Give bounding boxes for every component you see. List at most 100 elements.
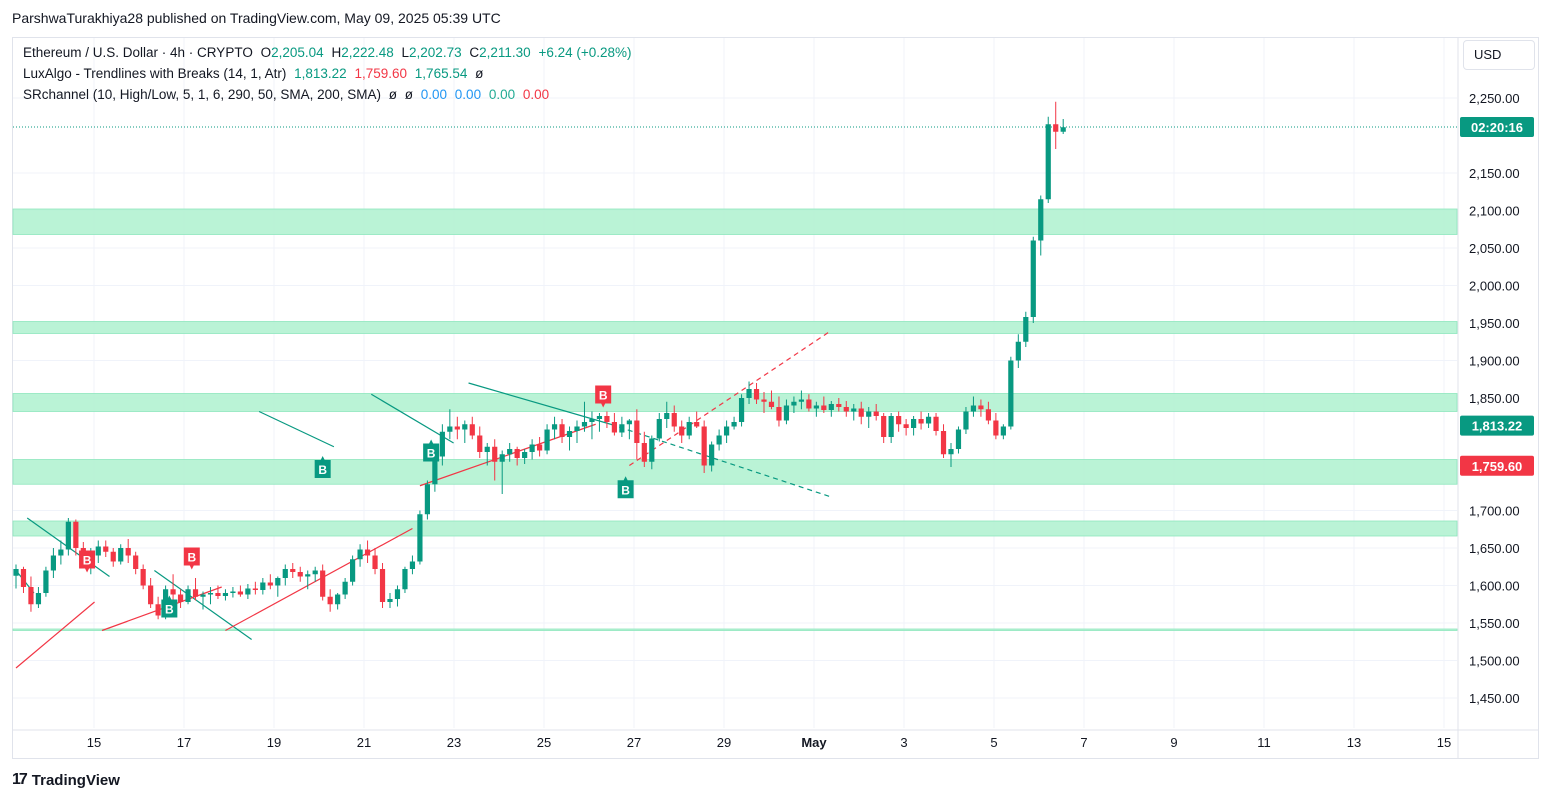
indicator-luxalgo-label: LuxAlgo - Trendlines with Breaks (14, 1,… [23,66,287,81]
price-tag: 1,813.22 [1460,415,1534,436]
candle [454,426,460,430]
y-tick-label: 1,500.00 [1469,654,1520,669]
bearish-break-marker: B [79,550,96,573]
x-tick-label: 19 [267,735,281,750]
candle [731,422,737,427]
candle [783,405,790,421]
candle [507,449,513,455]
candle [641,443,647,462]
currency-button[interactable]: USD [1463,40,1535,70]
candle [35,593,42,605]
luxalgo-value-4: ø [475,66,484,81]
candle [813,405,819,409]
y-tick-label: 2,100.00 [1469,204,1520,219]
legend-row-luxalgo[interactable]: LuxAlgo - Trendlines with Breaks (14, 1,… [23,66,487,81]
candle [484,446,490,452]
trendline [225,527,413,632]
candle [664,413,670,419]
y-tick-label: 1,850.00 [1469,391,1520,406]
candle [462,424,468,430]
candle [985,409,991,421]
candle [312,570,318,575]
candle [1023,317,1029,342]
price-tag-label: 1,759.60 [1472,459,1523,474]
candle [148,585,154,605]
footer-brand[interactable]: 17 TradingView [12,771,120,789]
x-tick-label: 29 [717,735,731,750]
candle [477,435,483,452]
price-tags: 02:20:16 1,813.22 1,759.60 [1460,117,1534,476]
y-tick-label: 1,900.00 [1469,354,1520,369]
candle [709,444,715,466]
ohlc-open: O2,205.04 [260,45,324,60]
ohlc-close: C2,211.30 [469,45,531,60]
candle [634,420,640,443]
candle [50,555,56,571]
candle [896,416,902,425]
marker-label: B [318,463,327,477]
candle [881,416,887,437]
tradingview-logo-icon: 17 [12,771,28,788]
ohlc-low: L2,202.73 [401,45,462,60]
luxalgo-value-1: 1,813.22 [294,66,347,81]
candle [649,438,655,462]
candle [768,401,775,407]
candle [267,582,273,586]
price-change: +6.24 (+0.28%) [538,45,632,60]
candle [671,413,677,427]
legend-row-srchannel[interactable]: SRchannel (10, High/Low, 5, 1, 6, 290, 5… [23,87,553,102]
sr-zones [12,208,1458,631]
candle [866,411,872,417]
candle [911,419,917,428]
candle [1030,240,1036,317]
candle [260,582,266,590]
candle [761,399,767,402]
candle [125,548,131,556]
marker-shape [617,476,634,499]
candle [537,444,543,451]
candle [753,389,760,400]
candle [806,399,812,409]
price-tag-label: 02:20:16 [1471,120,1523,135]
legend-row-symbol[interactable]: Ethereum / U.S. Dollar · 4h · CRYPTO O2,… [23,45,636,60]
luxalgo-value-2: 1,759.60 [354,66,408,81]
candle [417,514,423,562]
candle [798,399,804,402]
candle [95,546,101,556]
candle [297,572,303,577]
candle [1038,199,1044,241]
candle [275,578,281,586]
y-tick-label: 2,250.00 [1469,91,1520,106]
candle [387,599,393,602]
x-tick-label: 7 [1080,735,1087,750]
time-axis: 15 17 19 21 23 25 27 29 May 3 5 7 9 11 13 15 [87,735,1451,750]
candle [993,420,999,436]
x-tick-label: May [801,735,827,750]
candle [656,419,662,439]
candle [424,484,430,515]
marker-shape [183,547,200,570]
candle [439,431,445,457]
marker-label: B [599,389,608,403]
candle [245,588,251,595]
candle [776,407,782,421]
bearish-break-marker: B [595,385,612,408]
candles [13,101,1066,620]
candle [230,591,236,593]
x-tick-label: 13 [1347,735,1361,750]
candle [821,405,827,410]
trendline [468,382,611,425]
candle [73,521,79,548]
trendline [258,410,335,448]
y-tick-label: 1,600.00 [1469,579,1520,594]
candle [544,429,550,451]
trendline [629,330,832,466]
candle [551,424,558,430]
candle [379,569,386,602]
marker-shape [595,385,612,408]
srchannel-value-5: 0.00 [488,87,516,102]
candle [492,446,498,462]
footer-brand-label: TradingView [31,771,120,789]
candle [43,570,49,593]
